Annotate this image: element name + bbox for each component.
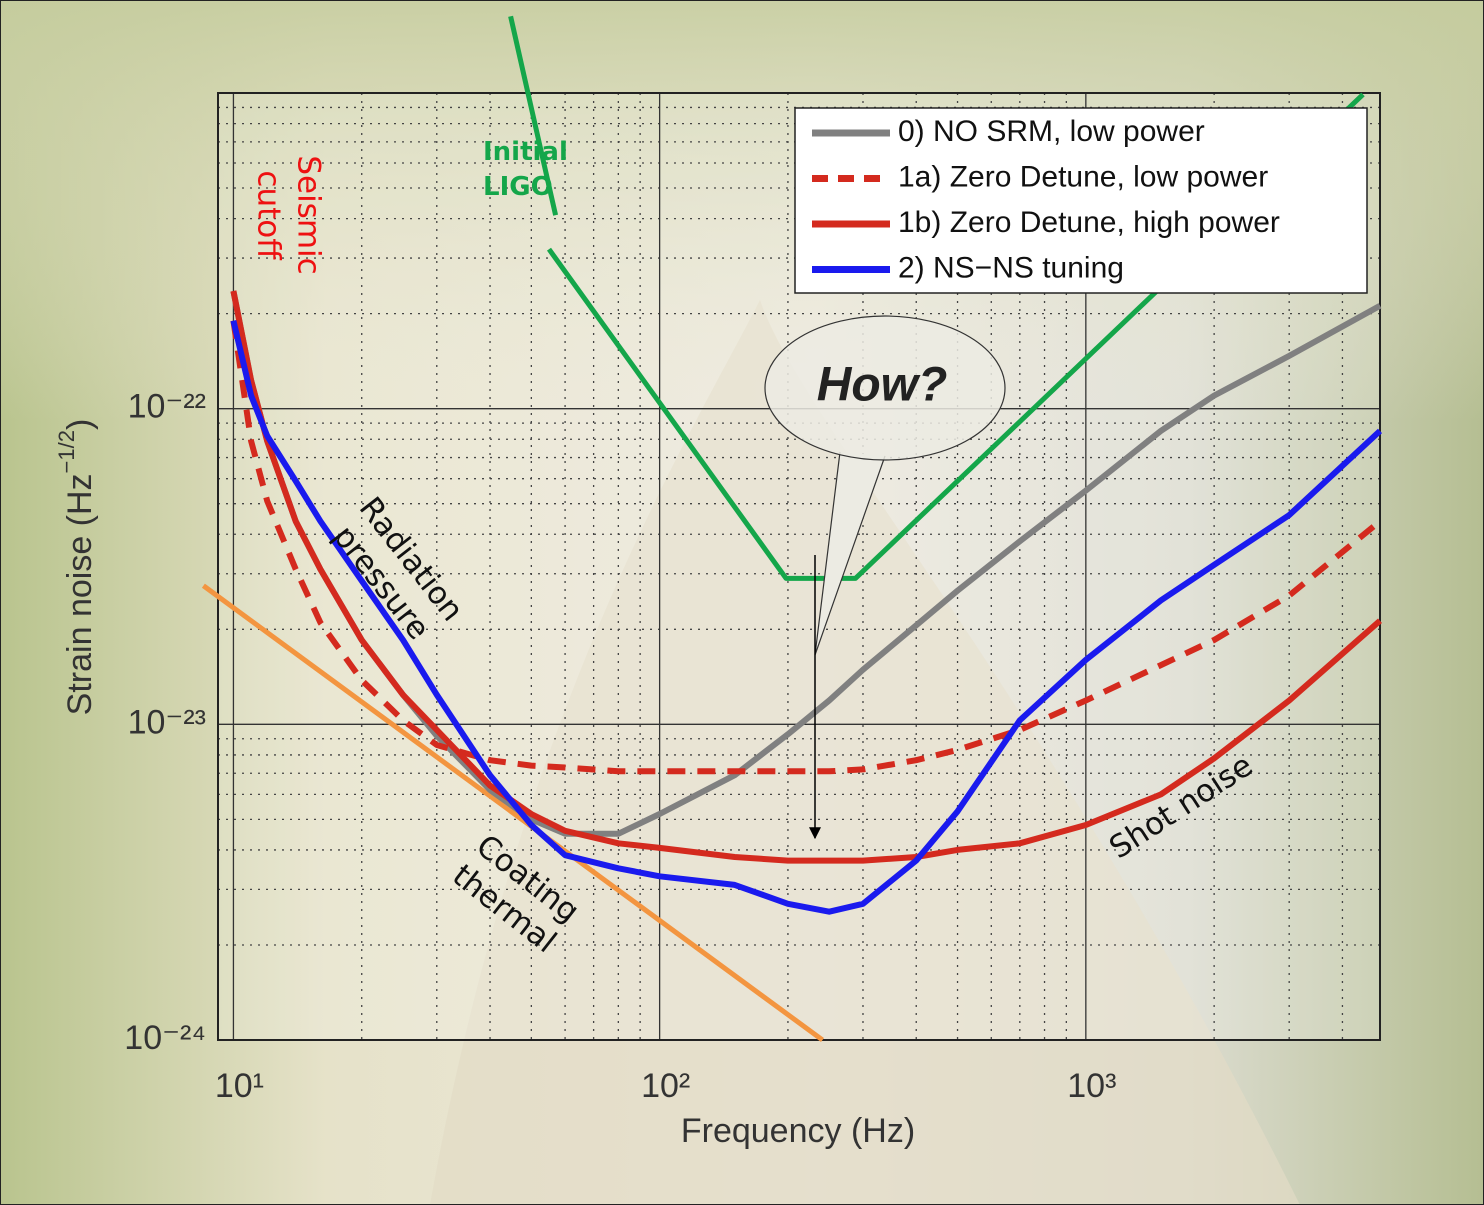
legend-label: 2) NS−NS tuning: [898, 251, 1124, 284]
annotation: cutoff: [251, 170, 287, 260]
annotation: LIGO: [483, 172, 553, 202]
legend-label: 0) NO SRM, low power: [898, 115, 1205, 148]
legend: 0) NO SRM, low power 1a) Zero Detune, low…: [795, 108, 1367, 293]
y-axis-label-sup: −1/2: [54, 430, 79, 473]
legend-label: 1a) Zero Detune, low power: [898, 160, 1268, 193]
x-axis-label: Frequency (Hz): [681, 1112, 915, 1150]
y-tick-label: 10⁻²²: [128, 388, 206, 426]
x-tick-label: 10²: [641, 1067, 690, 1105]
y-axis-label-text: Strain noise (Hz: [61, 473, 99, 715]
y-tick-label: 10⁻²⁴: [124, 1019, 206, 1057]
x-tick-label: 10³: [1067, 1067, 1116, 1105]
annotation: How?: [817, 359, 948, 412]
legend-label: 1b) Zero Detune, high power: [898, 206, 1280, 239]
x-tick-label: 10¹: [215, 1067, 264, 1105]
page: SeismiccutoffInitialLIGORadiationpressur…: [0, 0, 1484, 1205]
annotation: Initial: [483, 137, 568, 167]
y-axis-label-end: ): [61, 419, 99, 430]
chart: SeismiccutoffInitialLIGORadiationpressur…: [0, 0, 1484, 1205]
y-tick-label: 10⁻²³: [128, 703, 206, 741]
annotation: Seismic: [291, 155, 327, 274]
